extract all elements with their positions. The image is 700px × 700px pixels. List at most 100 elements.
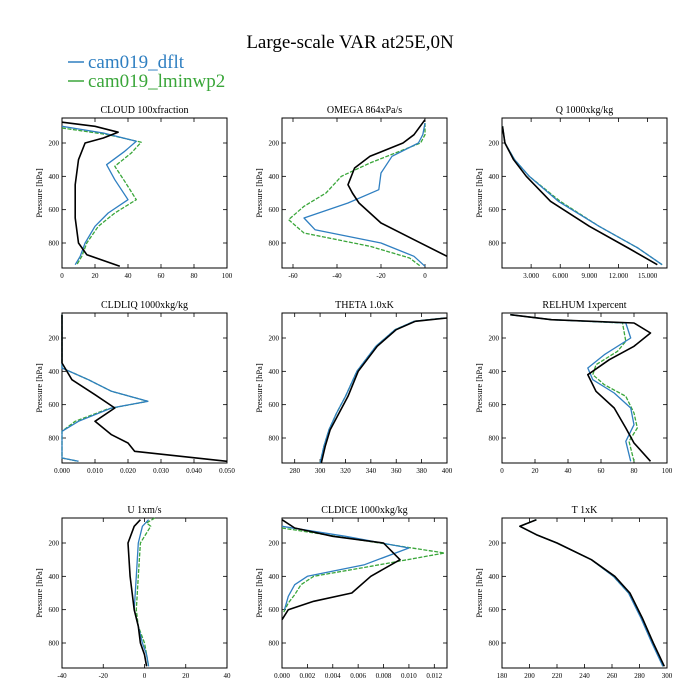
y-axis-label: Pressure [hPa] [474, 363, 484, 413]
y-tick-label: 800 [49, 435, 60, 443]
y-axis-label: Pressure [hPa] [254, 568, 264, 618]
x-tick-label: 0.008 [376, 672, 392, 680]
series-line-lminwp2 [501, 126, 663, 266]
y-tick-label: 200 [269, 335, 280, 343]
x-tick-label: 100 [662, 467, 673, 475]
series-line-dflt [319, 317, 445, 464]
y-tick-label: 600 [489, 401, 500, 409]
x-tick-label: 280 [634, 672, 645, 680]
x-tick-label: 320 [340, 467, 351, 475]
y-tick-label: 200 [269, 140, 280, 148]
x-tick-label: 260 [607, 672, 618, 680]
panel-title: OMEGA 864xPa/s [327, 105, 402, 116]
y-tick-label: 800 [489, 640, 500, 648]
x-tick-label: 0.010 [401, 672, 417, 680]
panel-2: Q 1000xkg/kg 3.000 6.000 9.000 12.000 15.000 2… [474, 105, 668, 280]
panel-frame [61, 117, 228, 269]
x-tick-label: 0.040 [186, 467, 202, 475]
x-tick-label: 240 [579, 672, 590, 680]
y-axis-label: Pressure [hPa] [254, 363, 264, 413]
x-tick-label: 40 [565, 467, 573, 475]
y-tick-label: 400 [269, 368, 280, 376]
legend-label-dflt: cam019_dflt [88, 52, 185, 73]
panel-title: THETA 1.0xK [335, 300, 394, 311]
legend: cam019_dflt cam019_lminwp2 [68, 52, 225, 92]
series-line-dflt [281, 525, 410, 610]
y-tick-label: 400 [49, 573, 60, 581]
x-tick-label: 3.000 [523, 272, 539, 280]
y-tick-label: 600 [269, 401, 280, 409]
y-tick-label: 800 [489, 435, 500, 443]
y-tick-label: 400 [49, 173, 60, 181]
x-tick-label: -20 [376, 272, 386, 280]
x-tick-label: 0.004 [325, 672, 341, 680]
y-tick-label: 600 [489, 206, 500, 214]
x-tick-label: 40 [224, 672, 232, 680]
x-tick-label: -40 [332, 272, 342, 280]
x-tick-label: 380 [416, 467, 427, 475]
x-tick-label: 0.002 [300, 672, 316, 680]
series-line-dflt [501, 126, 663, 266]
series-line-dflt [519, 519, 664, 667]
x-tick-label: 0.050 [219, 467, 235, 475]
series-line-dflt [510, 314, 635, 462]
panel-7: CLDICE 1000xkg/kg 0.000 0.002 0.004 0.006 0.0… [254, 505, 448, 680]
series-line-lminwp2 [510, 314, 638, 462]
series-line-dflt [303, 122, 426, 267]
y-tick-label: 400 [489, 573, 500, 581]
x-tick-label: 200 [524, 672, 535, 680]
x-tick-label: 280 [289, 467, 300, 475]
y-tick-label: 200 [49, 335, 60, 343]
panel-1: OMEGA 864xPa/s -60 -40 -20 0 200 400 600 800 Pres… [254, 105, 448, 280]
x-tick-label: 220 [552, 672, 563, 680]
y-axis-label: Pressure [hPa] [474, 168, 484, 218]
x-tick-label: 100 [222, 272, 233, 280]
x-tick-label: 20 [532, 467, 540, 475]
y-tick-label: 800 [49, 240, 60, 248]
x-tick-label: -60 [288, 272, 298, 280]
y-tick-label: 200 [489, 335, 500, 343]
panel-frame [501, 517, 668, 669]
y-tick-label: 200 [489, 140, 500, 148]
y-tick-label: 800 [489, 240, 500, 248]
y-tick-label: 200 [269, 540, 280, 548]
y-tick-label: 800 [269, 240, 280, 248]
series-line-lminwp2 [287, 123, 426, 267]
series-line-lminwp2 [135, 517, 156, 667]
y-tick-label: 600 [49, 206, 60, 214]
x-tick-label: 80 [191, 272, 199, 280]
y-tick-label: 800 [269, 435, 280, 443]
y-tick-label: 800 [269, 640, 280, 648]
x-tick-label: 400 [442, 467, 453, 475]
panel-title: T 1xK [572, 505, 598, 516]
series-line-lminwp2 [519, 519, 664, 667]
y-axis-label: Pressure [hPa] [254, 168, 264, 218]
series-line-obs [347, 119, 448, 258]
y-tick-label: 600 [489, 606, 500, 614]
series-line-lminwp2 [319, 317, 445, 464]
x-tick-label: 80 [631, 467, 639, 475]
y-axis-label: Pressure [hPa] [34, 363, 44, 413]
y-tick-label: 600 [269, 206, 280, 214]
y-tick-label: 600 [49, 401, 60, 409]
panel-frame [61, 312, 228, 464]
x-tick-label: 0.012 [426, 672, 442, 680]
series-line-obs [501, 126, 658, 266]
x-tick-label: 300 [315, 467, 326, 475]
figure-title: Large-scale VAR at25E,0N [246, 32, 454, 53]
x-tick-label: 15.000 [638, 272, 658, 280]
x-tick-label: 0.000 [54, 467, 70, 475]
panel-4: THETA 1.0xK 280 300 320 340 360 380 400 200 400 60… [254, 300, 453, 475]
x-tick-label: 40 [125, 272, 133, 280]
series-line-obs [510, 313, 652, 462]
y-tick-label: 400 [49, 368, 60, 376]
x-tick-label: 180 [497, 672, 508, 680]
panel-title: CLOUD 100xfraction [100, 105, 188, 116]
panel-title: CLDICE 1000xkg/kg [321, 505, 407, 516]
x-tick-label: 0.006 [350, 672, 366, 680]
series-line-lminwp2 [61, 127, 142, 266]
y-tick-label: 400 [489, 368, 500, 376]
x-tick-label: 0 [500, 467, 504, 475]
x-tick-label: 360 [391, 467, 402, 475]
x-tick-label: 20 [92, 272, 100, 280]
